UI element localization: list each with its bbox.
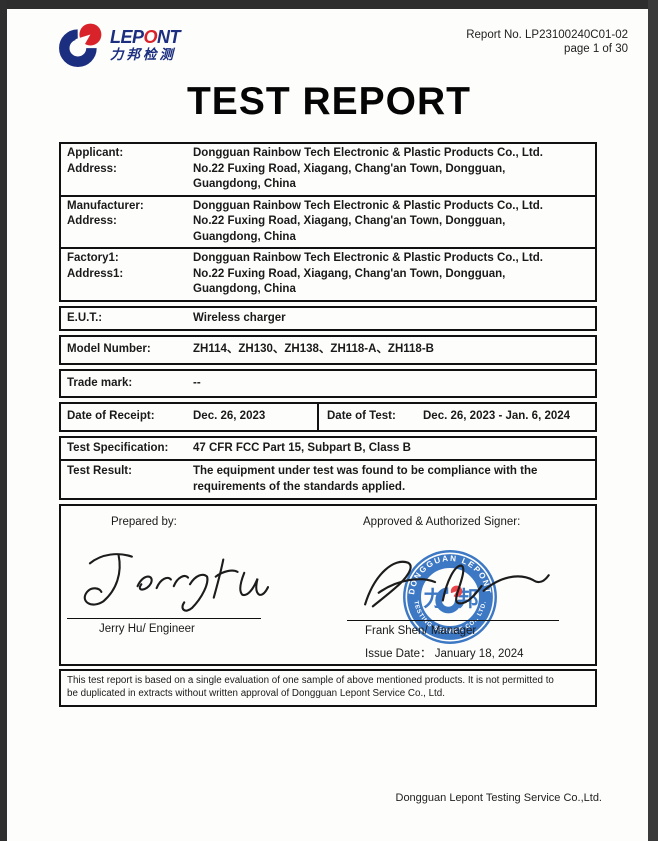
brand-name: LEPONT (110, 27, 181, 48)
date-of-test-cell: Date of Test: Dec. 26, 2023 - Jan. 6, 20… (319, 404, 595, 430)
stamp-cn-right: 邦 (457, 587, 478, 611)
test-specification-label: Test Specification: (67, 441, 169, 454)
prepared-by-name: Jerry Hu/ Engineer (99, 623, 195, 635)
approved-signature-line (347, 620, 559, 621)
page-indicator: page 1 of 30 (564, 43, 628, 55)
report-info-table: Applicant: Address: Dongguan Rainbow Tec… (59, 142, 597, 707)
date-of-test-label: Date of Test: (327, 410, 396, 422)
table-row-manufacturer: Manufacturer: Address: Dongguan Rainbow … (61, 194, 595, 248)
scan-edge-top (0, 0, 658, 9)
scan-edge-left (0, 0, 7, 841)
footer-company-name: Dongguan Lepont Testing Service Co.,Ltd. (395, 792, 603, 804)
brand-lep: LEP (110, 27, 144, 48)
prepared-by-label: Prepared by: (111, 516, 177, 528)
model-number-value: ZH114、ZH130、ZH138、ZH118-A、ZH118-B (193, 343, 434, 355)
model-number-label: Model Number: (67, 343, 151, 355)
issue-date-label: Issue Date： (365, 648, 432, 660)
test-result-value: The equipment under test was found to be… (193, 465, 538, 493)
eut-label: E.U.T.: (67, 311, 103, 324)
scan-edge-right (648, 0, 658, 841)
eut-value: Wireless charger (193, 311, 286, 324)
table-row-trademark: Trade mark: -- (59, 368, 597, 398)
factory-label: Factory1: Address1: (67, 252, 124, 280)
table-row-model-number: Model Number: ZH114、ZH130、ZH138、ZH118-A、… (59, 335, 597, 365)
table-row-test-result: Test Result: The equipment under test wa… (61, 459, 595, 498)
lepont-logo-text: LEPONT 力邦检测 (110, 27, 181, 63)
manufacturer-label: Manufacturer: Address: (67, 199, 144, 228)
jerry-hu-signature (83, 553, 269, 612)
issue-date-value: January 18, 2024 (434, 648, 524, 660)
issue-date: Issue Date： January 18, 2024 (365, 645, 524, 661)
table-row-dates: Date of Receipt: Dec. 26, 2023 Date of T… (59, 402, 597, 432)
page-title: TEST REPORT (186, 80, 472, 123)
lepont-logo: LEPONT 力邦检测 (58, 22, 181, 68)
trademark-label: Trade mark: (67, 376, 133, 389)
spec-result-group: Test Specification: 47 CFR FCC Part 15, … (59, 435, 597, 500)
date-of-test-value: Dec. 26, 2023 - Jan. 6, 2024 (423, 410, 571, 422)
signature-block: Prepared by: Approved & Authorized Signe… (59, 504, 597, 666)
brand-name-chinese: 力邦检测 (110, 47, 176, 63)
test-result-label: Test Result: (67, 465, 132, 477)
report-header-info: Report No. LP23100240C01-02 page 1 of 30 (466, 28, 628, 56)
manufacturer-value: Dongguan Rainbow Tech Electronic & Plast… (193, 199, 543, 243)
brand-o: O (143, 27, 158, 48)
table-row-eut: E.U.T.: Wireless charger (59, 305, 597, 331)
date-of-receipt-cell: Date of Receipt: Dec. 26, 2023 (61, 404, 319, 430)
applicant-label: Applicant: Address: (67, 147, 124, 175)
table-row-test-specification: Test Specification: 47 CFR FCC Part 15, … (61, 438, 595, 460)
company-stamp: DONGGUAN LEPONT TESTING SERVICE CO., LTD… (403, 550, 497, 644)
disclaimer-note: This test report is based on a single ev… (59, 669, 597, 707)
frank-shen-signature (364, 560, 550, 608)
approved-signer-label: Approved & Authorized Signer: (363, 516, 521, 528)
test-specification-value: 47 CFR FCC Part 15, Subpart B, Class B (193, 441, 411, 454)
brand-nt: NT (157, 27, 181, 48)
date-of-receipt-value: Dec. 26, 2023 (193, 410, 266, 422)
table-row-applicant: Applicant: Address: Dongguan Rainbow Tec… (61, 144, 595, 195)
lepont-logo-icon (59, 23, 102, 67)
report-number: Report No. LP23100240C01-02 (466, 29, 628, 41)
table-row-factory: Factory1: Address1: Dongguan Rainbow Tec… (61, 247, 595, 300)
trademark-value: -- (193, 376, 201, 389)
factory-value: Dongguan Rainbow Tech Electronic & Plast… (193, 252, 543, 295)
party-rows-group: Applicant: Address: Dongguan Rainbow Tec… (59, 142, 597, 302)
date-of-receipt-label: Date of Receipt: (67, 410, 155, 422)
prepared-signature-line (67, 618, 261, 619)
applicant-value: Dongguan Rainbow Tech Electronic & Plast… (193, 147, 543, 190)
approved-signer-name: Frank Shen/ Manager (365, 625, 477, 637)
